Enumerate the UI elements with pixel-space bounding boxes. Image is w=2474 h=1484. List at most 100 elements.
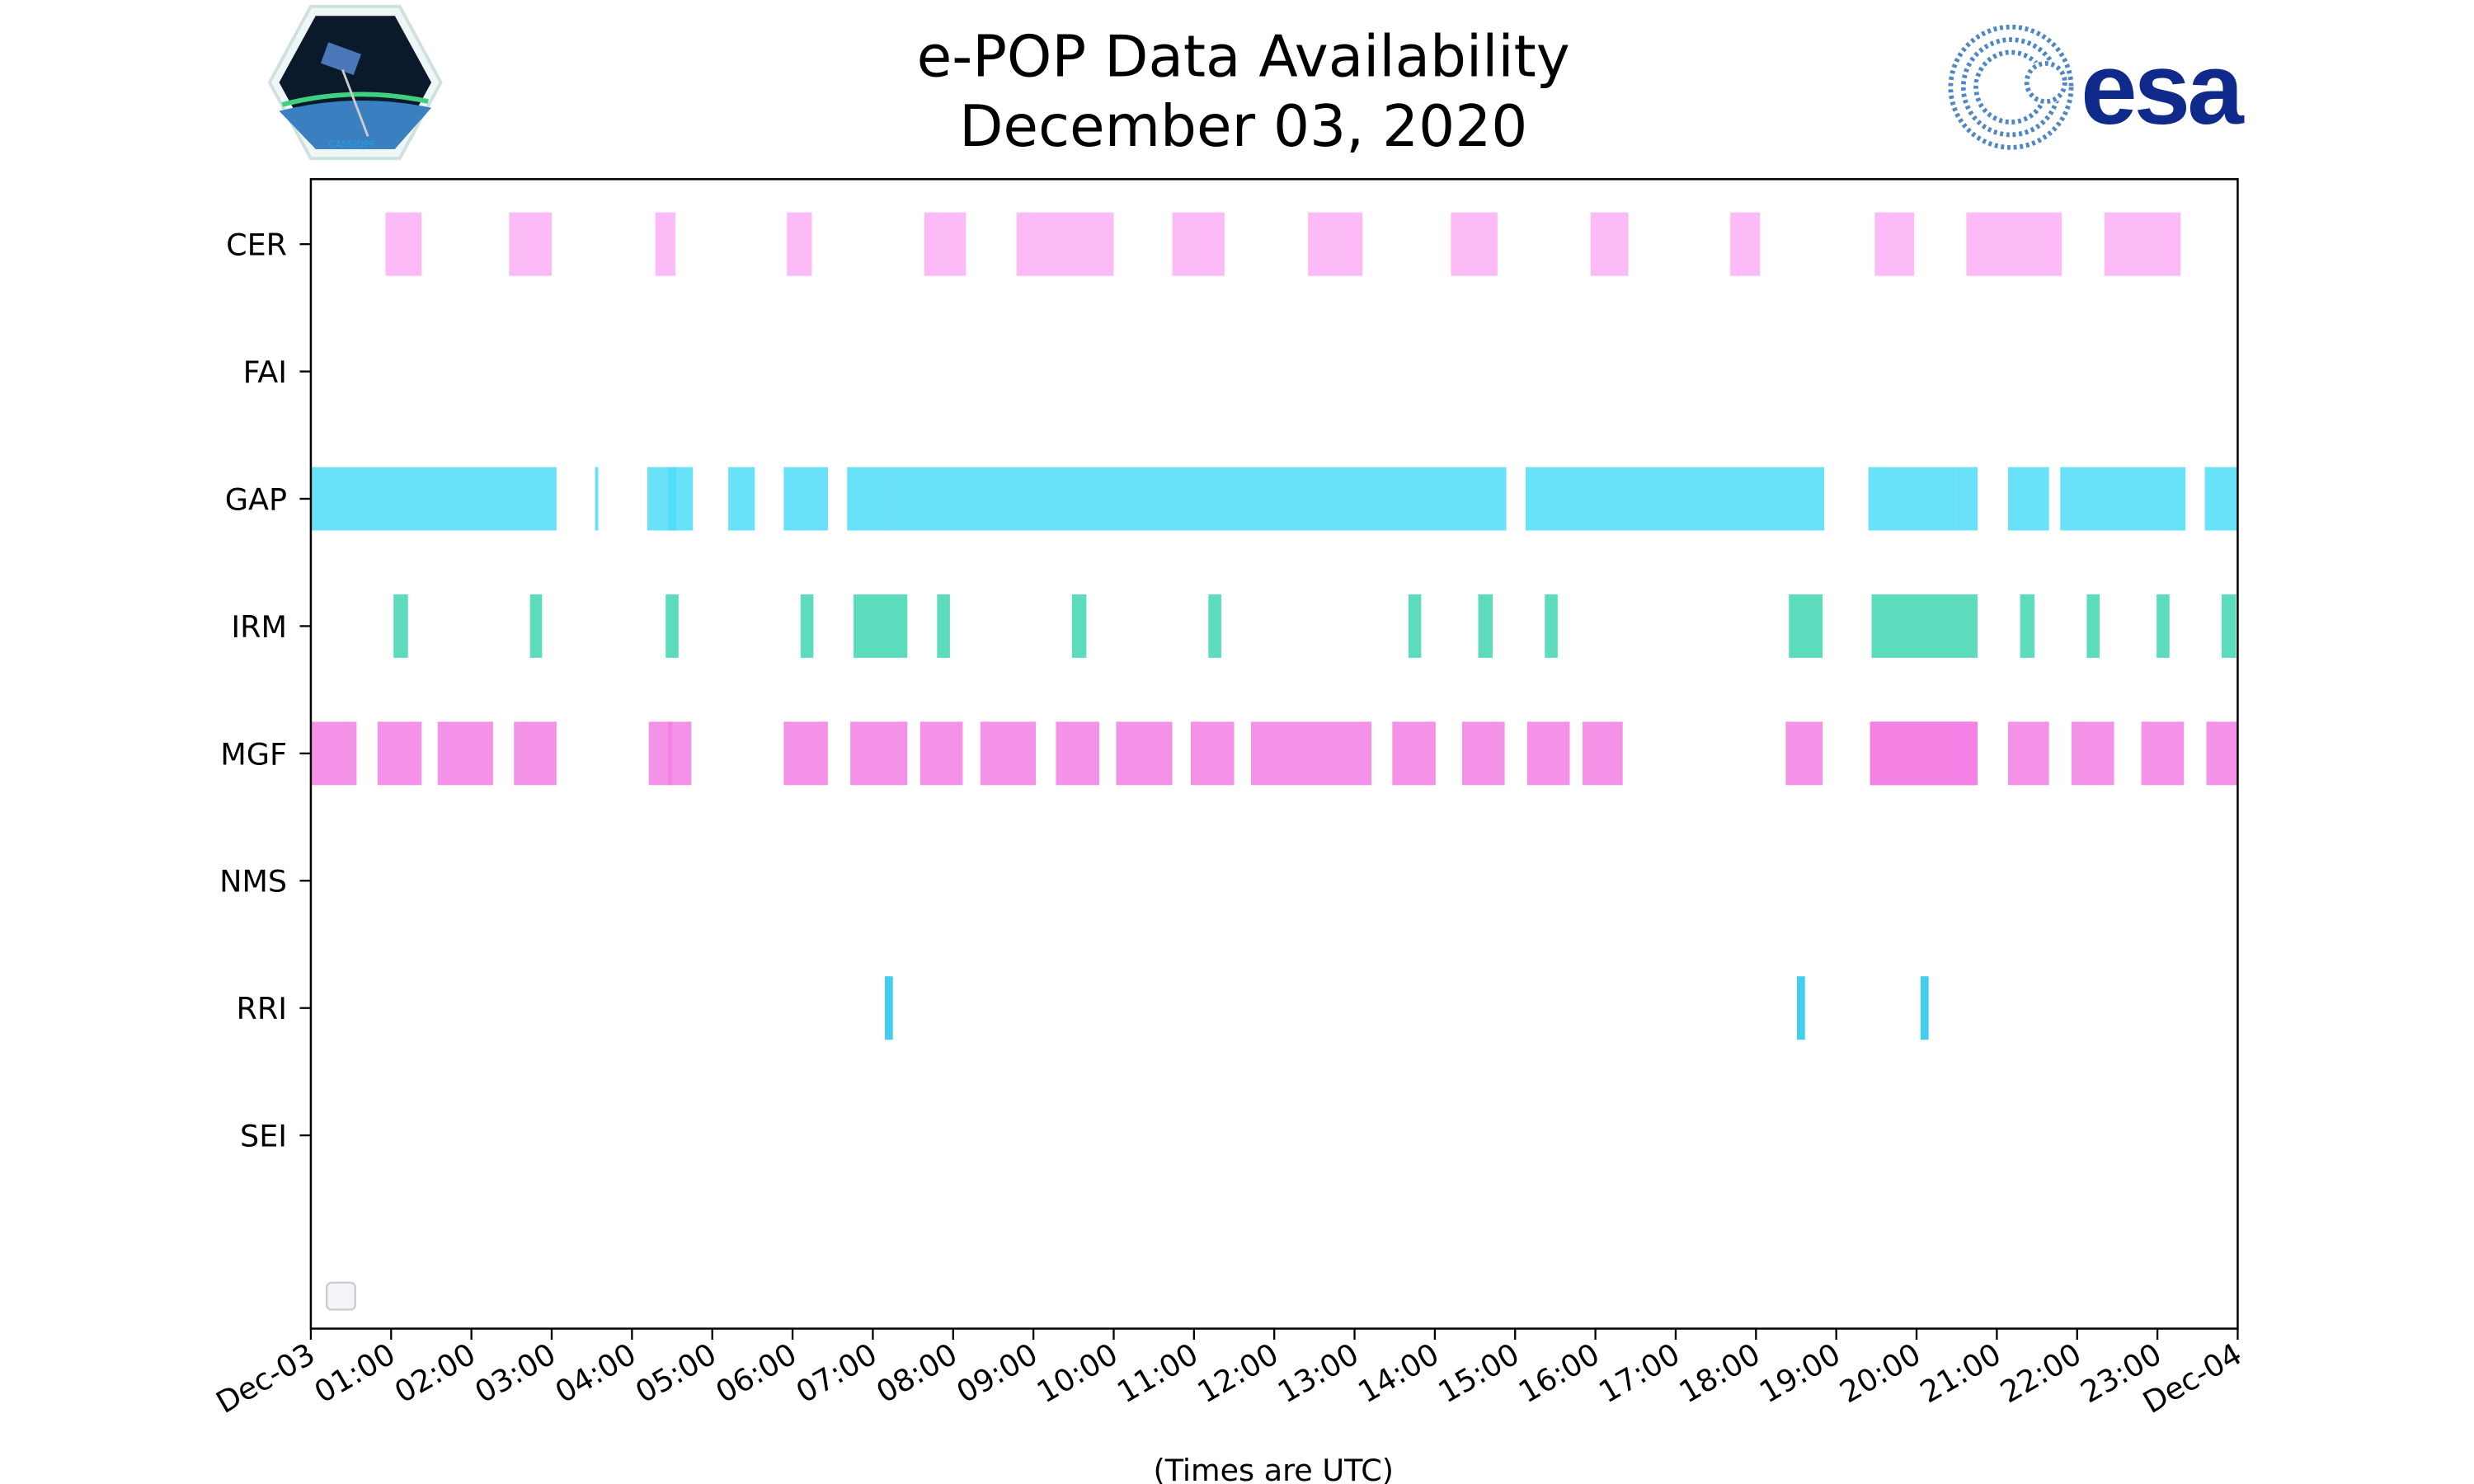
x-tick-label: 05:00 <box>629 1336 722 1411</box>
bar-cer-4 <box>924 212 967 276</box>
bar-irm-12 <box>1871 594 1978 658</box>
bar-mgf-17 <box>1526 721 1570 786</box>
x-tick-label: 12:00 <box>1192 1336 1285 1411</box>
bar-irm-14 <box>2086 594 2100 658</box>
bar-mgf-15 <box>1392 721 1436 786</box>
y-axis: CER FAI GAP IRM MGF NMS RRI SEI <box>219 228 311 1154</box>
bar-mgf-9 <box>920 721 963 786</box>
bar-irm-8 <box>1408 594 1422 658</box>
bar-mgf-8 <box>888 721 908 786</box>
bar-irm-15 <box>2157 594 2170 658</box>
bar-irm-1 <box>529 594 543 658</box>
bar-cer-1 <box>509 212 552 276</box>
bar-mgf-11 <box>1056 721 1099 786</box>
bars-layer <box>310 212 2238 1040</box>
x-tick-label: 02:00 <box>388 1336 482 1411</box>
x-axis: Dec-0301:0002:0003:0004:0005:0006:0007:0… <box>210 1328 2248 1421</box>
x-tick-label: 03:00 <box>469 1336 562 1411</box>
bar-cer-6 <box>1172 212 1225 276</box>
cassiope-logo: CASSIOPE <box>267 4 443 161</box>
bar-gap-5 <box>783 467 828 531</box>
x-tick-label: 11:00 <box>1111 1336 1204 1411</box>
x-tick-label: 18:00 <box>1673 1336 1766 1411</box>
bar-cer-9 <box>1590 212 1629 276</box>
x-tick-label: 09:00 <box>951 1336 1044 1411</box>
bar-mgf-2 <box>437 721 493 786</box>
x-tick-label: 22:00 <box>1994 1336 2087 1411</box>
bar-irm-5 <box>937 594 950 658</box>
esa-logo: esa <box>1948 24 2248 150</box>
bar-cer-10 <box>1730 212 1761 276</box>
bar-gap-0 <box>310 467 557 531</box>
y-tick-label-mgf: MGF <box>220 736 287 772</box>
bar-gap-10 <box>1868 467 1957 531</box>
x-axis-label: (Times are UTC) <box>1153 1453 1394 1484</box>
y-tick-label-cer: CER <box>226 228 287 263</box>
bar-gap-11 <box>1956 467 1978 531</box>
bar-irm-4 <box>854 594 908 658</box>
bar-cer-11 <box>1874 212 1915 276</box>
bar-mgf-25 <box>2206 721 2238 786</box>
x-tick-label: 21:00 <box>1914 1336 2007 1411</box>
bar-rri-2 <box>1920 976 1929 1040</box>
bar-gap-6 <box>847 467 889 531</box>
x-tick-label: 17:00 <box>1593 1336 1686 1411</box>
bar-mgf-10 <box>980 721 1037 786</box>
bar-cer-8 <box>1451 212 1498 276</box>
bar-gap-3 <box>668 467 694 531</box>
bar-mgf-3 <box>514 721 557 786</box>
chart-title-line1: e-POP Data Availability <box>917 24 1570 90</box>
bar-rri-0 <box>885 976 893 1040</box>
x-tick-label: 20:00 <box>1834 1336 1927 1411</box>
bar-gap-8 <box>1525 467 1570 531</box>
bar-irm-16 <box>2221 594 2236 658</box>
bar-mgf-5 <box>668 721 692 786</box>
bar-mgf-18 <box>1583 721 1623 786</box>
bar-mgf-14 <box>1250 721 1371 786</box>
x-tick-label: 08:00 <box>870 1336 963 1411</box>
bar-gap-1 <box>595 467 599 531</box>
cassiope-logo-text: CASSIOPE <box>328 139 375 150</box>
bar-irm-13 <box>2020 594 2035 658</box>
x-tick-label: 16:00 <box>1512 1336 1606 1411</box>
y-tick-label-sei: SEI <box>240 1119 287 1154</box>
bar-rri-1 <box>1796 976 1805 1040</box>
y-tick-label-nms: NMS <box>219 864 287 899</box>
bar-mgf-23 <box>2071 721 2114 786</box>
bar-mgf-13 <box>1190 721 1235 786</box>
bar-irm-0 <box>393 594 408 658</box>
x-tick-label: 19:00 <box>1753 1336 1846 1411</box>
y-tick-label-rri: RRI <box>237 991 288 1026</box>
bar-mgf-24 <box>2141 721 2185 786</box>
bar-mgf-19 <box>1785 721 1823 786</box>
bar-cer-0 <box>385 212 422 276</box>
bar-irm-9 <box>1478 594 1493 658</box>
bar-irm-7 <box>1208 594 1221 658</box>
bar-irm-6 <box>1071 594 1087 658</box>
bar-gap-13 <box>2060 467 2186 531</box>
bar-cer-13 <box>2104 212 2181 276</box>
bar-gap-9 <box>1569 467 1825 531</box>
x-tick-label: 04:00 <box>549 1336 642 1411</box>
bar-cer-2 <box>655 212 675 276</box>
bar-gap-14 <box>2204 467 2238 531</box>
bar-mgf-16 <box>1462 721 1505 786</box>
bar-mgf-22 <box>2008 721 2049 786</box>
x-tick-label: 01:00 <box>308 1336 402 1411</box>
bar-mgf-7 <box>850 721 889 786</box>
bar-mgf-6 <box>783 721 828 786</box>
bar-gap-7 <box>888 467 1507 531</box>
y-tick-label-irm: IRM <box>231 609 287 645</box>
chart-title-line2: December 03, 2020 <box>959 94 1527 160</box>
y-tick-label-gap: GAP <box>225 481 287 517</box>
x-tick-label: 14:00 <box>1352 1336 1445 1411</box>
legend-box <box>326 1281 356 1311</box>
bar-gap-12 <box>2008 467 2049 531</box>
x-tick-label: 15:00 <box>1432 1336 1526 1411</box>
bar-cer-3 <box>787 212 812 276</box>
bar-irm-11 <box>1789 594 1823 658</box>
bar-mgf-0 <box>310 721 357 786</box>
x-tick-label: Dec-03 <box>210 1336 321 1421</box>
y-tick-label-fai: FAI <box>243 355 287 390</box>
